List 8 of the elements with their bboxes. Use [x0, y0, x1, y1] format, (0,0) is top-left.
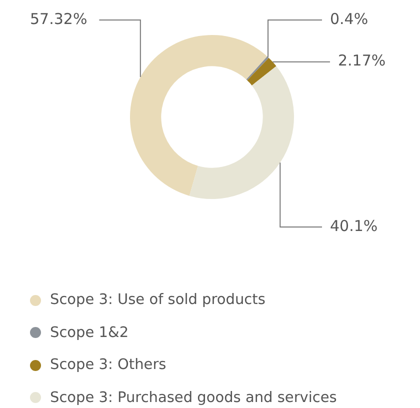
data-label: 57.32% [30, 10, 88, 28]
legend-label: Scope 3: Others [50, 357, 166, 374]
legend-label: Scope 3: Use of sold products [50, 292, 266, 308]
data-label: 2.17% [338, 52, 386, 70]
data-label: 0.4% [330, 10, 368, 28]
legend-label: Scope 1&2 [50, 324, 129, 341]
legend-label: Scope 3: Purchased goods and services [50, 390, 337, 406]
data-label: 40.1% [330, 216, 378, 235]
